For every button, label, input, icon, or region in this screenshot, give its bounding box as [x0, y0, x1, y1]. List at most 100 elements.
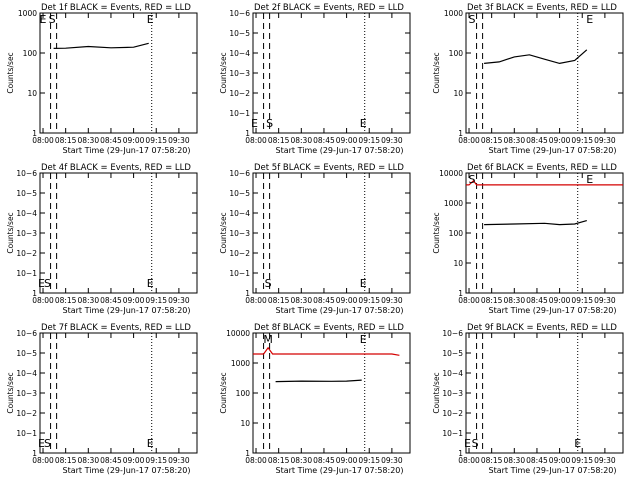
y-tick-label: 1	[32, 129, 37, 138]
y-tick-label: 1000	[231, 359, 250, 368]
x-tick-label: 08:00	[245, 456, 267, 465]
y-tick-label: 10−4	[16, 209, 37, 218]
x-tick-label: 08:15	[55, 296, 77, 305]
plot-frame	[465, 332, 624, 454]
x-tick-label: 08:00	[245, 136, 267, 145]
y-tick-label: 10−2	[229, 89, 250, 98]
event-marker-label: E	[360, 333, 367, 346]
y-tick-label: 10	[453, 89, 463, 98]
x-tick-label: 09:15	[571, 456, 593, 465]
events-series-line	[484, 220, 587, 226]
x-tick-label: 09:15	[358, 136, 380, 145]
event-marker-label: E	[574, 437, 581, 450]
event-marker-label: E	[40, 13, 47, 26]
y-tick-label: 10−5	[16, 189, 37, 198]
y-tick-label: 10	[240, 419, 250, 428]
detector-panel: Det 6f BLACK = Events, RED = LLD 1 10 100 10…	[432, 163, 624, 315]
y-axis-label: Counts/sec	[6, 52, 15, 93]
y-tick-label: 10−4	[16, 369, 37, 378]
y-axis-label: Counts/sec	[219, 212, 228, 253]
y-tick-label: 10−1	[229, 109, 250, 118]
y-tick-label: 10−4	[229, 49, 250, 58]
event-marker-label: E	[147, 13, 154, 26]
x-tick-label: 09:30	[381, 296, 403, 305]
y-axis-label: Counts/sec	[219, 52, 228, 93]
x-tick-label: 09:15	[358, 456, 380, 465]
panel-title: Det 3f BLACK = Events, RED = LLD	[467, 3, 617, 13]
y-tick-label: 10−3	[229, 229, 250, 238]
plot-frame	[465, 12, 624, 134]
y-tick-label: 10−5	[16, 349, 37, 358]
y-axis-label: Counts/sec	[6, 212, 15, 253]
y-axis-label: Counts/sec	[432, 52, 441, 93]
y-tick-label: 10−6	[229, 9, 250, 18]
y-tick-label: 1	[245, 289, 250, 298]
x-tick-label: 09:15	[571, 296, 593, 305]
x-axis-label: Start Time (29-Jun-17 07:58:20)	[489, 146, 617, 155]
x-tick-label: 08:45	[526, 136, 548, 145]
x-tick-label: 08:45	[100, 456, 122, 465]
lld-series-line	[466, 179, 623, 186]
x-tick-label: 08:30	[77, 456, 99, 465]
event-marker-label: E	[586, 13, 593, 26]
y-tick-label: 1	[458, 129, 463, 138]
y-tick-label: 10−6	[229, 169, 250, 178]
x-tick-label: 09:00	[123, 136, 145, 145]
x-tick-label: 08:45	[313, 136, 335, 145]
x-tick-label: 08:00	[245, 296, 267, 305]
y-axis-label: Counts/sec	[6, 372, 15, 413]
y-tick-label: 10−2	[16, 409, 37, 418]
event-marker-label: S	[472, 437, 479, 450]
y-tick-label: 10−2	[229, 249, 250, 258]
x-tick-label: 08:15	[268, 296, 290, 305]
y-tick-label: 1	[245, 449, 250, 458]
y-tick-label: 1	[458, 289, 463, 298]
event-marker-label: S	[469, 173, 476, 186]
x-tick-label: 09:15	[145, 456, 167, 465]
event-marker-label: S	[49, 13, 56, 26]
panel-title: Det 2f BLACK = Events, RED = LLD	[254, 3, 404, 13]
x-tick-label: 09:30	[168, 136, 190, 145]
y-tick-label: 10−6	[16, 329, 37, 338]
detector-panel: Det 1f BLACK = Events, RED = LLD 1 10 100 10…	[6, 3, 198, 155]
event-marker-label: M	[263, 333, 273, 346]
x-tick-label: 09:15	[358, 296, 380, 305]
x-tick-label: 08:30	[503, 296, 525, 305]
event-marker-label: S	[44, 437, 51, 450]
x-tick-label: 08:15	[268, 136, 290, 145]
detector-panel: Det 9f BLACK = Events, RED = LLD 1 10−1 10−…	[432, 323, 624, 475]
detector-panel: Det 3f BLACK = Events, RED = LLD 1 10 100 10…	[432, 3, 624, 155]
event-marker-label: E	[586, 173, 593, 186]
y-tick-label: 10−3	[16, 229, 37, 238]
event-marker-label: S	[265, 277, 272, 290]
y-tick-label: 10000	[226, 329, 250, 338]
y-tick-label: 100	[236, 389, 251, 398]
y-tick-label: 1	[458, 449, 463, 458]
y-tick-label: 1000	[444, 199, 463, 208]
plot-frame	[252, 12, 411, 134]
y-tick-label: 10−1	[442, 429, 463, 438]
y-tick-label: 1000	[444, 9, 463, 18]
panel-title: Det 6f BLACK = Events, RED = LLD	[467, 163, 617, 173]
y-tick-label: 10−5	[442, 349, 463, 358]
x-tick-label: 08:15	[481, 136, 503, 145]
y-tick-label: 10−3	[442, 389, 463, 398]
y-tick-label: 10−1	[229, 269, 250, 278]
x-tick-label: 09:00	[336, 136, 358, 145]
x-tick-label: 08:45	[313, 456, 335, 465]
y-tick-label: 1000	[18, 9, 37, 18]
x-tick-label: 08:30	[290, 136, 312, 145]
detector-panel: Det 5f BLACK = Events, RED = LLD 1 10−1 10−…	[219, 163, 411, 315]
event-marker-label: E	[464, 437, 471, 450]
detector-panel: Det 2f BLACK = Events, RED = LLD 1 10−1 10−…	[219, 3, 411, 155]
x-tick-label: 08:30	[77, 136, 99, 145]
x-tick-label: 09:30	[594, 136, 616, 145]
y-tick-label: 10−2	[16, 249, 37, 258]
y-tick-label: 10−3	[229, 69, 250, 78]
x-tick-label: 09:15	[145, 136, 167, 145]
x-tick-label: 09:00	[123, 296, 145, 305]
x-tick-label: 08:00	[32, 456, 54, 465]
event-marker-label: E	[147, 277, 154, 290]
x-tick-label: 08:45	[100, 296, 122, 305]
